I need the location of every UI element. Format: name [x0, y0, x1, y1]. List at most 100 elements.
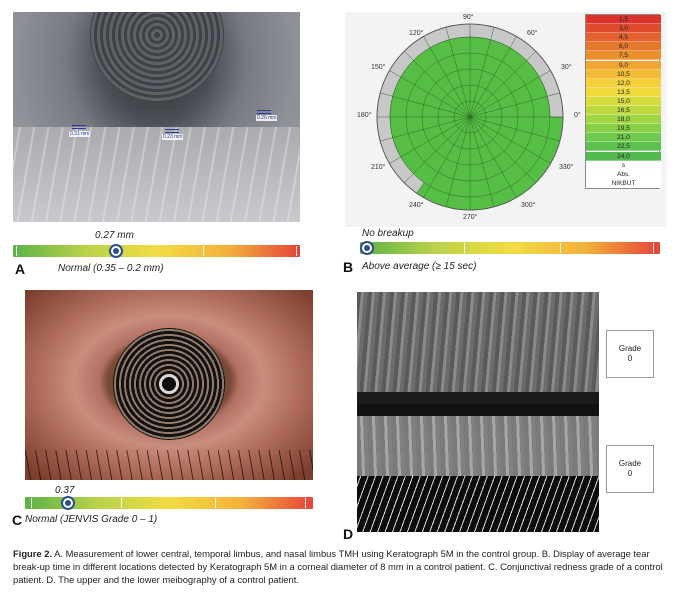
- legend-entry: 24,0: [586, 151, 661, 161]
- tbut-legend: 1,5 3,0 4,5 6,0 7,5 9,0 10,5 12,0 13,5 15,0 16,5 18…: [585, 14, 661, 189]
- polar-spoke: [469, 92, 560, 118]
- legend-entry: 6,0: [586, 42, 661, 52]
- legend-entry: 3,0: [586, 24, 661, 34]
- panel-c-scale: [25, 496, 313, 510]
- angle-210: 210°: [371, 164, 386, 171]
- polar-spoke: [445, 27, 471, 118]
- polar-spoke: [469, 116, 517, 198]
- scale-tick: [305, 498, 306, 508]
- measure-label-central: 0.23 mm: [162, 134, 184, 140]
- polar-spoke: [423, 36, 471, 118]
- measure-label-nasal: 0.26 mm: [256, 115, 278, 121]
- panel-d-letter: D: [343, 526, 354, 542]
- polar-spoke: [469, 116, 551, 164]
- polar-spoke: [404, 51, 471, 118]
- panel-b-verdict: Above average (≥ 15 sec): [362, 261, 477, 272]
- panel-b-letter: B: [343, 259, 354, 275]
- panel-a-normal-range: Normal (0.35 – 0.2 mm): [58, 263, 164, 274]
- measure-mark-central: [165, 129, 179, 133]
- scale-tick: [560, 243, 561, 253]
- upper-grade-label: Grade: [618, 344, 642, 353]
- angle-90: 90°: [463, 14, 474, 21]
- polar-spoke: [469, 27, 495, 118]
- legend-entry: 21,0: [586, 133, 661, 143]
- measure-label-temporal: 0.31 mm: [69, 131, 91, 137]
- panel-c-letter: C: [12, 512, 23, 528]
- panel-d-image: [357, 292, 599, 532]
- tbut-polar-map: [376, 23, 564, 211]
- upper-grade-box: Grade 0: [606, 330, 654, 378]
- lower-grade-label: Grade: [618, 459, 642, 468]
- figure-caption: Figure 2. A. Measurement of lower centra…: [13, 547, 671, 586]
- scale-tick: [121, 498, 122, 508]
- scale-tick: [653, 243, 654, 253]
- panel-a-image: 0.31 mm 0.23 mm 0.26 mm: [13, 12, 300, 222]
- angle-330: 330°: [559, 164, 574, 171]
- legend-entry: 15,0: [586, 96, 661, 106]
- caption-text: A. Measurement of lower central, tempora…: [13, 548, 663, 585]
- legend-entry: 1,5: [586, 15, 661, 25]
- scale-tick: [203, 246, 204, 256]
- lower-lashes-d: [357, 476, 599, 532]
- legend-entry: 19,5: [586, 124, 661, 134]
- measure-mark-temporal: [72, 125, 86, 129]
- legend-entry: Abs.: [586, 169, 661, 179]
- lower-grade-box: Grade 0: [606, 445, 654, 493]
- polar-spoke: [469, 116, 560, 142]
- panel-c-scale-knob: [61, 496, 76, 510]
- panel-b-scale-knob: [360, 241, 374, 255]
- polar-spoke: [469, 116, 495, 207]
- legend-entry: 9,0: [586, 60, 661, 70]
- legend-entry: 7,5: [586, 51, 661, 61]
- legend-entry: 12,0: [586, 78, 661, 88]
- upper-meibography: [357, 292, 599, 404]
- angle-300: 300°: [521, 202, 536, 209]
- angle-120: 120°: [409, 30, 424, 37]
- legend-entry: 13,5: [586, 87, 661, 97]
- panel-c-image: [25, 290, 313, 480]
- legend-entry: 16,5: [586, 106, 661, 116]
- polar-spoke: [423, 116, 471, 198]
- angle-30: 30°: [561, 64, 572, 71]
- polar-spoke: [469, 116, 536, 183]
- legend-entry: NIKBUT: [586, 178, 661, 188]
- legend-entry: 4,5: [586, 33, 661, 43]
- scale-tick: [215, 498, 216, 508]
- upper-grade-value: 0: [627, 354, 633, 363]
- scale-tick: [31, 498, 32, 508]
- panel-c-normal-range: Normal (JENVIS Grade 0 – 1): [25, 514, 158, 525]
- legend-entry: s: [586, 160, 661, 170]
- legend-entry: 22,5: [586, 142, 661, 152]
- polar-spoke: [445, 116, 471, 207]
- angle-180: 180°: [357, 112, 372, 119]
- lower-lashes-c: [25, 450, 313, 480]
- polar-spoke: [404, 116, 471, 183]
- panel-b-status: No breakup: [362, 228, 414, 239]
- polar-spoke: [469, 51, 536, 118]
- panel-a-value: 0.27 mm: [95, 230, 134, 241]
- caption-lead: Figure 2.: [13, 548, 53, 559]
- lower-grade-value: 0: [627, 469, 633, 478]
- angle-240: 240°: [409, 202, 424, 209]
- panel-b-image: 90° 60° 30° 0° 330° 300° 270° 240° 210° …: [345, 12, 667, 227]
- scale-tick: [464, 243, 465, 253]
- polar-spoke: [389, 116, 471, 164]
- legend-entry: 18,0: [586, 115, 661, 125]
- polar-spoke: [469, 36, 517, 118]
- lower-lashes: [13, 127, 300, 222]
- polar-spoke: [380, 116, 471, 142]
- measure-mark-nasal: [257, 110, 271, 114]
- legend-entry: 10,5: [586, 69, 661, 79]
- angle-150: 150°: [371, 64, 386, 71]
- pupil: [159, 374, 179, 394]
- polar-spoke: [389, 70, 471, 118]
- scale-tick: [16, 246, 17, 256]
- panel-a-letter: A: [15, 261, 26, 277]
- panel-a-scale: [13, 244, 300, 258]
- polar-spoke: [469, 70, 551, 118]
- polar-spoke: [380, 92, 471, 118]
- panel-a-scale-knob: [109, 244, 124, 258]
- angle-270: 270°: [463, 214, 478, 221]
- placido-rings: [90, 12, 224, 102]
- panel-b-scale: [360, 241, 660, 255]
